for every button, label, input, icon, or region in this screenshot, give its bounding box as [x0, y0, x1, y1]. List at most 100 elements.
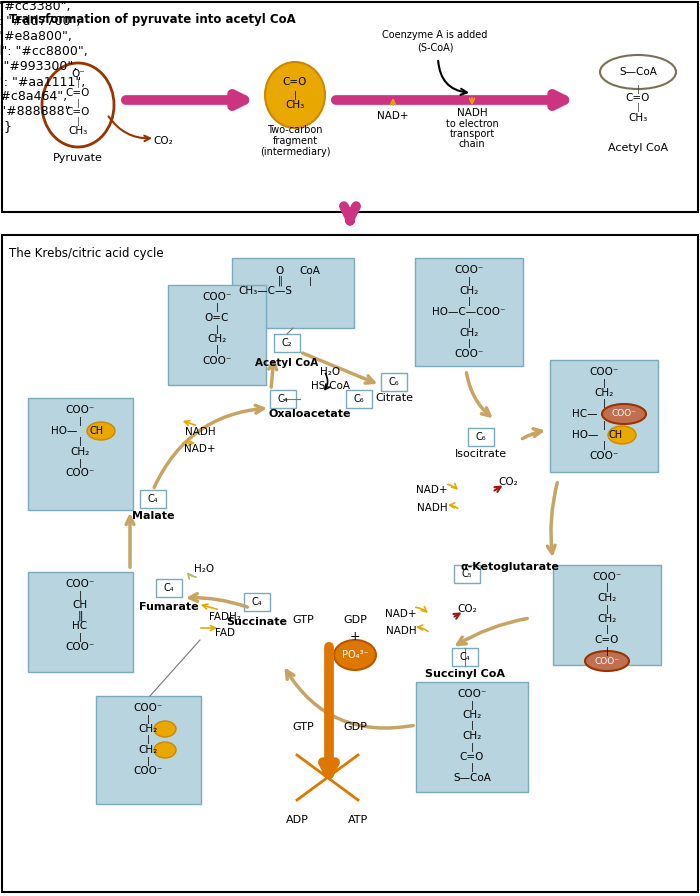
Text: COO⁻: COO⁻	[133, 766, 162, 776]
Ellipse shape	[602, 404, 646, 424]
Bar	[550, 360, 658, 472]
Ellipse shape	[600, 55, 676, 89]
Text: |: |	[78, 459, 81, 468]
Bar	[270, 390, 296, 408]
Text: |: |	[603, 400, 606, 409]
Text: C₆: C₆	[476, 432, 486, 442]
Text: |: |	[606, 625, 608, 634]
Text: H₂O: H₂O	[320, 367, 340, 377]
Bar	[346, 390, 372, 408]
Text: CH₂: CH₂	[139, 724, 158, 734]
Text: GTP: GTP	[292, 722, 314, 732]
Bar	[156, 579, 182, 597]
Text: C=O: C=O	[460, 752, 484, 762]
Text: CO₂: CO₂	[457, 604, 477, 614]
Text: HC: HC	[72, 621, 88, 631]
Bar	[168, 285, 266, 385]
Text: Malate: Malate	[132, 511, 174, 521]
Text: GTP: GTP	[292, 615, 314, 625]
Ellipse shape	[608, 426, 636, 444]
Text: +: +	[350, 630, 360, 642]
Text: |: |	[78, 590, 81, 599]
Text: O⁻: O⁻	[71, 69, 85, 79]
Text: COO⁻: COO⁻	[65, 468, 94, 478]
Ellipse shape	[154, 742, 176, 758]
Text: (S-CoA): (S-CoA)	[416, 42, 454, 52]
Text: |: |	[146, 756, 149, 765]
Text: COO⁻: COO⁻	[202, 292, 232, 302]
Text: NADH: NADH	[456, 108, 487, 118]
Text: Citrate: Citrate	[375, 393, 413, 403]
Text: |: |	[76, 117, 79, 126]
Text: COO⁻: COO⁻	[65, 579, 94, 589]
Text: C₄: C₄	[164, 583, 174, 593]
Text: GDP: GDP	[343, 615, 367, 625]
Text: CO₂: CO₂	[498, 477, 518, 487]
Text: HO—: HO—	[51, 426, 77, 436]
Text: |: |	[603, 420, 606, 429]
Text: |: |	[78, 417, 81, 426]
Text: ATP: ATP	[348, 815, 368, 825]
Text: NADH: NADH	[416, 503, 447, 513]
Text: |: |	[603, 442, 606, 451]
Text: FAD: FAD	[215, 628, 235, 638]
Text: |: |	[468, 318, 470, 328]
Ellipse shape	[265, 62, 325, 128]
Text: C=O: C=O	[595, 635, 620, 645]
Text: Pyruvate: Pyruvate	[53, 153, 103, 163]
Text: |: |	[470, 721, 473, 730]
Text: to electron: to electron	[446, 119, 498, 129]
Text: fragment: fragment	[272, 136, 318, 146]
Text: |: |	[606, 605, 608, 614]
Text: HO—C—COO⁻: HO—C—COO⁻	[433, 307, 505, 317]
Text: |: |	[309, 277, 312, 286]
Text: CH₂: CH₂	[594, 388, 614, 398]
Text: COO⁻: COO⁻	[594, 657, 620, 666]
Text: |: |	[216, 304, 218, 313]
Text: NAD+: NAD+	[416, 485, 448, 495]
Text: C₄: C₄	[148, 494, 158, 504]
Text: NADH: NADH	[386, 626, 416, 636]
Text: CH: CH	[72, 600, 88, 610]
Ellipse shape	[42, 63, 114, 147]
Text: CH₂: CH₂	[597, 614, 617, 624]
Text: ADP: ADP	[286, 815, 309, 825]
Bar	[2, 235, 698, 892]
Text: COO⁻: COO⁻	[454, 265, 484, 275]
Text: S—CoA: S—CoA	[453, 773, 491, 783]
Text: C₄: C₄	[278, 394, 288, 404]
Text: (intermediary): (intermediary)	[260, 147, 330, 157]
Text: NADH: NADH	[185, 427, 216, 437]
Bar	[415, 258, 523, 366]
Text: CH₂: CH₂	[459, 286, 479, 296]
Text: COO⁻: COO⁻	[133, 703, 162, 713]
Text: COO⁻: COO⁻	[589, 451, 619, 461]
Text: The Krebs/citric acid cycle: The Krebs/citric acid cycle	[9, 247, 164, 260]
Text: COO⁻: COO⁻	[65, 642, 94, 652]
Text: CH: CH	[609, 430, 623, 440]
Text: |: |	[76, 80, 79, 89]
Text: COO⁻: COO⁻	[65, 405, 94, 415]
Text: |: |	[603, 378, 606, 387]
Text: |: |	[636, 84, 639, 93]
Bar	[28, 398, 133, 510]
Text: Succinyl CoA: Succinyl CoA	[425, 669, 505, 679]
Text: C=O: C=O	[283, 77, 307, 87]
Bar	[416, 682, 528, 792]
Text: CH₃—C—S: CH₃—C—S	[238, 286, 292, 296]
Ellipse shape	[585, 651, 629, 671]
Text: CH₂: CH₂	[459, 328, 479, 338]
Text: α-Ketoglutarate: α-Ketoglutarate	[461, 562, 559, 572]
Text: COO⁻: COO⁻	[612, 409, 636, 418]
Text: C=O: C=O	[66, 88, 90, 98]
Bar	[381, 373, 407, 391]
Text: Acetyl CoA: Acetyl CoA	[608, 143, 668, 153]
Text: Transformation of pyruvate into acetyl CoA: Transformation of pyruvate into acetyl C…	[9, 13, 295, 26]
Bar	[244, 593, 270, 611]
Text: COO⁻: COO⁻	[202, 356, 232, 366]
Text: CH₃: CH₃	[69, 126, 88, 136]
Text: ‖: ‖	[77, 611, 83, 621]
Text: transport: transport	[449, 129, 495, 139]
Text: HC—: HC—	[573, 409, 598, 419]
Text: |: |	[468, 340, 470, 349]
